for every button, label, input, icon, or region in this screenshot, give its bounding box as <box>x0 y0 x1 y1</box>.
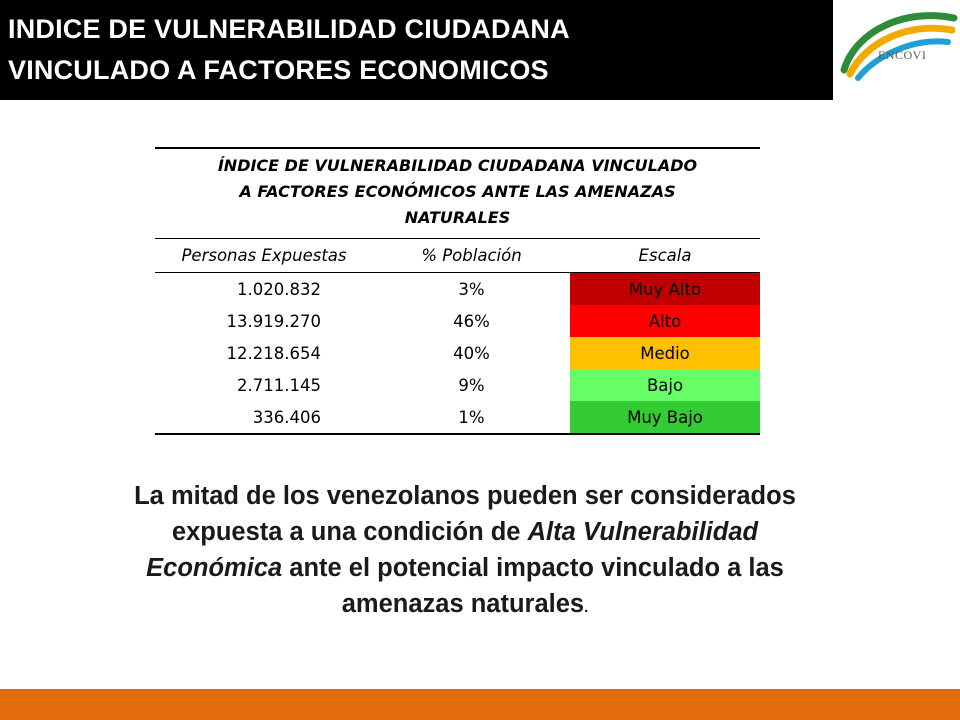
summary-emphasis: Alta Vulnerabilidad Económica <box>146 518 759 582</box>
table-caption: ÍNDICE DE VULNERABILIDAD CIUDADANA VINCU… <box>155 147 760 239</box>
table-row: 12.218.654 40% Medio <box>155 337 760 369</box>
table-caption-line-2: A FACTORES ECONÓMICOS ANTE LAS AMENAZAS <box>239 182 676 201</box>
cell-poblacion: 46% <box>453 311 490 331</box>
vulnerability-table: ÍNDICE DE VULNERABILIDAD CIUDADANA VINCU… <box>155 147 760 435</box>
table-row: 336.406 1% Muy Bajo <box>155 401 760 435</box>
page-title-line-1: INDICE DE VULNERABILIDAD CIUDADANA <box>8 14 570 44</box>
cell-poblacion: 40% <box>453 343 490 363</box>
summary-text: La mitad de los venezolanos pueden ser c… <box>110 478 820 626</box>
table-caption-line-1: ÍNDICE DE VULNERABILIDAD CIUDADANA VINCU… <box>217 156 698 175</box>
table-row: 2.711.145 9% Bajo <box>155 369 760 401</box>
cell-poblacion: 1% <box>458 407 485 427</box>
column-header-escala: Escala <box>638 246 692 265</box>
cell-personas: 13.919.270 <box>226 311 321 331</box>
column-header-personas: Personas Expuestas <box>181 246 347 265</box>
cell-escala: Muy Alto <box>570 273 760 305</box>
encovi-logo-text: ENCOVI <box>878 48 927 62</box>
cell-escala: Alto <box>570 305 760 337</box>
encovi-logo <box>836 0 960 100</box>
cell-escala: Medio <box>570 337 760 369</box>
page-title-line-2: VINCULADO A FACTORES ECONOMICOS <box>8 55 549 85</box>
cell-personas: 2.711.145 <box>237 375 321 395</box>
table-row: 13.919.270 46% Alto <box>155 305 760 337</box>
title-band: INDICE DE VULNERABILIDAD CIUDADANA VINCU… <box>0 0 833 100</box>
cell-escala: Muy Bajo <box>570 401 760 433</box>
cell-escala: Bajo <box>570 369 760 401</box>
cell-personas: 336.406 <box>252 407 321 427</box>
cell-poblacion: 3% <box>458 279 485 299</box>
cell-personas: 1.020.832 <box>237 279 321 299</box>
cell-poblacion: 9% <box>458 375 485 395</box>
summary-part-1: La mitad de los venezolanos pueden ser c… <box>134 482 796 546</box>
table-row: 1.020.832 3% Muy Alto <box>155 273 760 305</box>
column-header-poblacion: % Población <box>421 246 522 265</box>
summary-part-2: ante el potencial impacto vinculado a la… <box>289 554 784 618</box>
encovi-logo-arcs <box>840 12 958 81</box>
summary-end-mark: . <box>584 599 589 616</box>
table-header-row: Personas Expuestas % Población Escala <box>155 239 760 273</box>
table-caption-line-3: NATURALES <box>404 208 511 227</box>
cell-personas: 12.218.654 <box>226 343 321 363</box>
footer-bar <box>0 689 960 720</box>
